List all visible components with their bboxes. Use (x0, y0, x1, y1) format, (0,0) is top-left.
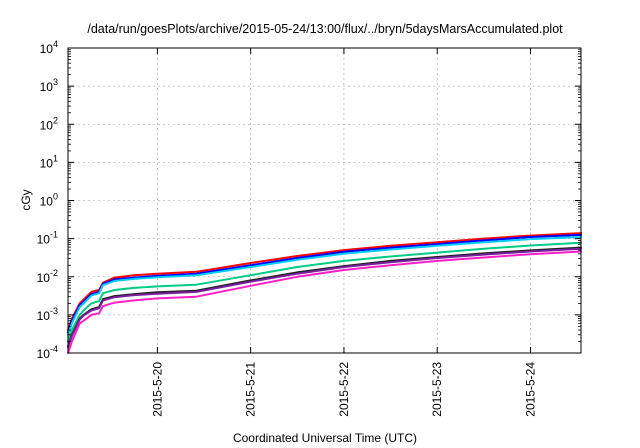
y-tick-base: 10 (40, 80, 54, 94)
y-tick-label: 10-1 (37, 230, 58, 247)
tick-marks (68, 47, 581, 354)
y-tick-label: 102 (40, 115, 58, 132)
y-tick-exponent: 1 (53, 153, 58, 163)
series-line-2 (67, 233, 582, 334)
series-line-5 (67, 246, 582, 348)
y-tick-exponent: -3 (50, 306, 58, 316)
y-tick-label: 101 (40, 153, 58, 170)
y-tick-exponent: -2 (50, 268, 58, 278)
y-tick-label: 10-3 (37, 306, 58, 323)
series-line-4 (67, 241, 582, 343)
y-tick-label: 100 (40, 192, 58, 209)
series-line-7 (67, 250, 582, 354)
series-line-6 (67, 247, 582, 349)
y-tick-exponent: -4 (50, 344, 58, 354)
y-tick-label: 10-2 (37, 268, 58, 285)
x-tick-label: 2015-5-24 (523, 362, 537, 417)
y-tick-base: 10 (40, 118, 54, 132)
x-axis-label: Coordinated Universal Time (UTC) (233, 431, 417, 445)
y-tick-exponent: 0 (53, 192, 58, 202)
grid-lines (68, 47, 581, 354)
y-tick-base: 10 (37, 309, 51, 323)
y-tick-label: 103 (40, 77, 58, 94)
y-tick-exponent: -1 (50, 230, 58, 240)
y-tick-exponent: 3 (53, 77, 58, 87)
y-tick-exponent: 2 (53, 115, 58, 125)
x-tick-label: 2015-5-23 (430, 362, 444, 417)
series-line-1 (67, 232, 582, 331)
y-tick-label: 104 (40, 39, 58, 56)
y-tick-base: 10 (37, 271, 51, 285)
x-tick-label: 2015-5-21 (244, 362, 258, 417)
y-tick-base: 10 (37, 347, 51, 361)
x-tick-label: 2015-5-20 (150, 362, 164, 417)
series-layer (67, 232, 582, 354)
x-tick-labels: 2015-5-20 2015-5-21 2015-5-22 2015-5-23 2015… (150, 362, 537, 417)
y-tick-base: 10 (40, 42, 54, 56)
y-tick-label: 10-4 (37, 344, 58, 361)
y-tick-exponent: 4 (53, 39, 58, 49)
x-tick-label: 2015-5-22 (337, 362, 351, 417)
y-tick-base: 10 (37, 233, 51, 247)
y-tick-base: 10 (40, 195, 54, 209)
y-axis-label: cGy (19, 189, 33, 210)
y-tick-base: 10 (40, 156, 54, 170)
series-line-3 (67, 236, 582, 336)
chart-title: /data/run/goesPlots/archive/2015-05-24/1… (87, 22, 563, 36)
